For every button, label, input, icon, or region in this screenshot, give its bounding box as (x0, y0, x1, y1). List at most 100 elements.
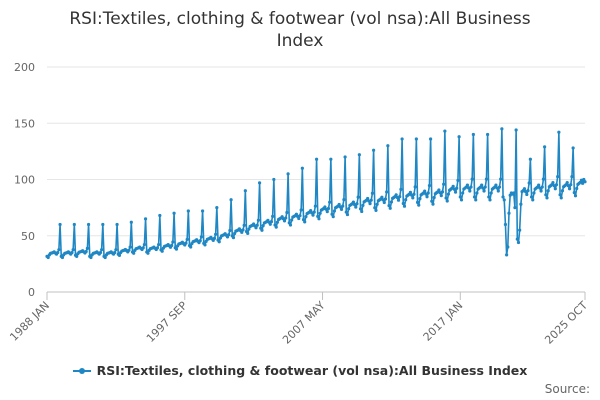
data-point[interactable] (72, 222, 76, 227)
data-point[interactable] (56, 251, 60, 255)
data-point[interactable] (482, 189, 486, 193)
data-point[interactable] (323, 205, 327, 209)
data-point[interactable] (461, 191, 465, 195)
data-point[interactable] (557, 130, 561, 134)
data-point[interactable] (525, 192, 529, 197)
data-point[interactable] (556, 174, 560, 179)
data-point[interactable] (329, 157, 333, 161)
data-point[interactable] (528, 157, 532, 161)
data-point[interactable] (332, 209, 337, 213)
data-point[interactable] (217, 240, 221, 244)
data-point[interactable] (355, 202, 359, 206)
data-point[interactable] (314, 157, 319, 161)
data-point[interactable] (445, 199, 449, 203)
data-point[interactable] (532, 191, 536, 195)
data-point[interactable] (189, 245, 193, 249)
data-point[interactable] (515, 237, 519, 241)
data-point[interactable] (58, 222, 62, 227)
data-point[interactable] (160, 249, 164, 253)
data-point[interactable] (489, 191, 493, 195)
data-point[interactable] (290, 218, 294, 222)
data-point[interactable] (512, 191, 516, 195)
data-point[interactable] (347, 207, 351, 211)
data-point[interactable] (303, 220, 307, 224)
data-point[interactable] (115, 222, 119, 227)
data-point[interactable] (256, 218, 260, 222)
data-point[interactable] (453, 190, 458, 194)
data-point[interactable] (442, 182, 446, 186)
data-point[interactable] (345, 212, 350, 217)
data-point[interactable] (499, 177, 503, 181)
data-point[interactable] (269, 220, 274, 224)
data-point[interactable] (439, 194, 443, 198)
data-point[interactable] (246, 231, 250, 236)
data-point[interactable] (284, 216, 288, 220)
data-point[interactable] (531, 198, 535, 202)
data-point[interactable] (98, 251, 103, 255)
data-point[interactable] (369, 198, 373, 202)
data-point[interactable] (361, 203, 365, 207)
data-point[interactable] (507, 211, 511, 215)
data-point[interactable] (540, 185, 544, 189)
data-point[interactable] (331, 215, 335, 219)
data-point[interactable] (142, 242, 146, 247)
data-point[interactable] (298, 214, 302, 218)
data-point[interactable] (583, 180, 587, 184)
data-point[interactable] (272, 177, 276, 182)
data-point[interactable] (342, 198, 346, 202)
data-point[interactable] (313, 204, 318, 208)
data-point[interactable] (343, 155, 347, 159)
data-point[interactable] (317, 217, 321, 221)
data-point[interactable] (387, 204, 391, 208)
data-point[interactable] (396, 198, 401, 202)
data-point[interactable] (172, 211, 176, 215)
data-point[interactable] (354, 205, 358, 209)
legend[interactable]: RSI:Textiles, clothing & footwear (vol n… (0, 363, 600, 379)
data-point[interactable] (288, 223, 293, 227)
data-point[interactable] (545, 196, 549, 200)
data-point[interactable] (430, 199, 434, 203)
data-point[interactable] (344, 210, 348, 214)
data-point[interactable] (581, 181, 585, 185)
data-point[interactable] (553, 187, 557, 191)
data-point[interactable] (400, 137, 404, 141)
data-point[interactable] (366, 196, 370, 201)
data-point[interactable] (243, 189, 247, 193)
data-point[interactable] (129, 220, 133, 224)
data-point[interactable] (85, 246, 89, 250)
data-point[interactable] (316, 214, 320, 218)
data-point[interactable] (575, 186, 579, 191)
data-point[interactable] (551, 181, 555, 185)
data-point[interactable] (212, 236, 217, 240)
data-point[interactable] (500, 127, 504, 131)
data-point[interactable] (299, 208, 303, 212)
data-point[interactable] (274, 225, 278, 229)
data-point[interactable] (455, 186, 459, 190)
data-point[interactable] (414, 137, 418, 141)
data-point[interactable] (471, 132, 475, 137)
data-point[interactable] (356, 195, 360, 199)
data-point[interactable] (429, 137, 433, 141)
data-point[interactable] (227, 233, 231, 237)
data-point[interactable] (423, 189, 427, 193)
data-point[interactable] (286, 172, 290, 176)
data-point[interactable] (275, 220, 279, 224)
data-point[interactable] (372, 148, 376, 152)
data-point[interactable] (339, 207, 344, 211)
data-point[interactable] (465, 183, 470, 187)
data-point[interactable] (389, 200, 394, 204)
data-point[interactable] (505, 253, 509, 257)
data-point[interactable] (529, 195, 534, 199)
data-point[interactable] (285, 210, 289, 215)
data-point[interactable] (537, 183, 541, 187)
data-point[interactable] (242, 223, 246, 227)
data-point[interactable] (437, 188, 441, 192)
data-point[interactable] (502, 198, 506, 202)
data-point[interactable] (459, 198, 464, 202)
data-point[interactable] (198, 239, 202, 243)
data-point[interactable] (143, 217, 148, 221)
data-point[interactable] (543, 145, 547, 149)
data-point[interactable] (432, 195, 436, 200)
data-point[interactable] (408, 190, 413, 194)
data-point[interactable] (486, 132, 490, 137)
